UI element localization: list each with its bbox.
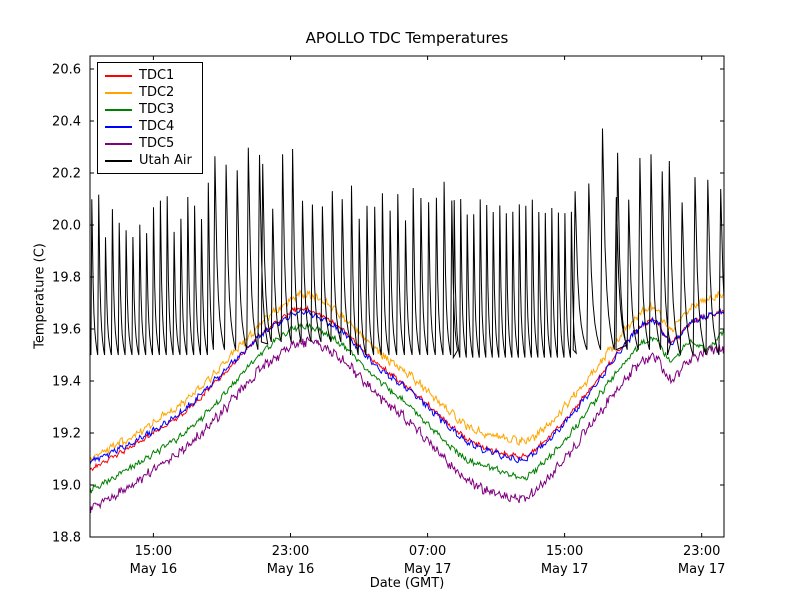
y-tick-label: 19.4 (52, 375, 81, 390)
y-tick-label: 19.0 (52, 479, 81, 494)
chart-title: APOLLO TDC Temperatures (305, 29, 509, 47)
legend-item-tdc4: TDC4 (105, 118, 192, 135)
y-tick-label: 18.8 (52, 531, 81, 546)
x-tick-label-time: 23:00 (683, 544, 720, 559)
legend-line-swatch-tdc3 (105, 108, 132, 111)
legend-item-tdc2: TDC2 (105, 84, 192, 101)
x-tick-label-date: May 17 (678, 562, 726, 577)
y-tick-label: 19.8 (52, 271, 81, 286)
legend: TDC1 TDC2 TDC3 TDC4 TDC5 Utah Air (97, 62, 203, 174)
legend-label-utah-air: Utah Air (139, 153, 192, 168)
x-tick-label-time: 07:00 (409, 544, 446, 559)
legend-label-tdc2: TDC2 (139, 85, 175, 100)
y-tick-label: 19.2 (52, 427, 81, 442)
x-tick-label-date: May 16 (267, 562, 315, 577)
x-tick-label-time: 15:00 (546, 544, 583, 559)
x-tick-label-date: May 17 (404, 562, 452, 577)
x-tick-label-time: 15:00 (135, 544, 172, 559)
legend-line-swatch-tdc2 (105, 91, 132, 94)
legend-line-swatch-tdc1 (105, 74, 132, 77)
legend-item-tdc3: TDC3 (105, 101, 192, 118)
legend-label-tdc5: TDC5 (139, 136, 175, 151)
series-line-tdc4 (90, 307, 724, 465)
series-line-tdc3 (90, 322, 724, 494)
legend-item-tdc5: TDC5 (105, 135, 192, 152)
legend-label-tdc3: TDC3 (139, 102, 175, 117)
series-line-tdc5 (90, 336, 724, 513)
x-tick-label-date: May 16 (130, 562, 178, 577)
y-tick-label: 19.6 (52, 323, 81, 338)
x-axis-label: Date (GMT) (369, 576, 445, 591)
legend-item-utah-air: Utah Air (105, 152, 192, 169)
axes-frame (89, 55, 725, 538)
legend-line-swatch-tdc4 (105, 125, 132, 128)
series-line-utah-air (90, 128, 724, 360)
y-tick-label: 20.2 (52, 167, 81, 182)
legend-label-tdc4: TDC4 (139, 119, 175, 134)
legend-item-tdc1: TDC1 (105, 67, 192, 84)
y-tick-label: 20.4 (52, 115, 81, 130)
x-tick-label-date: May 17 (541, 562, 589, 577)
legend-line-swatch-utah-air (105, 159, 132, 162)
legend-line-swatch-tdc5 (105, 142, 132, 145)
series-line-tdc2 (90, 289, 724, 462)
legend-label-tdc1: TDC1 (139, 68, 175, 83)
x-tick-label-time: 23:00 (272, 544, 309, 559)
y-tick-label: 20.6 (52, 63, 81, 78)
y-tick-label: 20.0 (52, 219, 81, 234)
